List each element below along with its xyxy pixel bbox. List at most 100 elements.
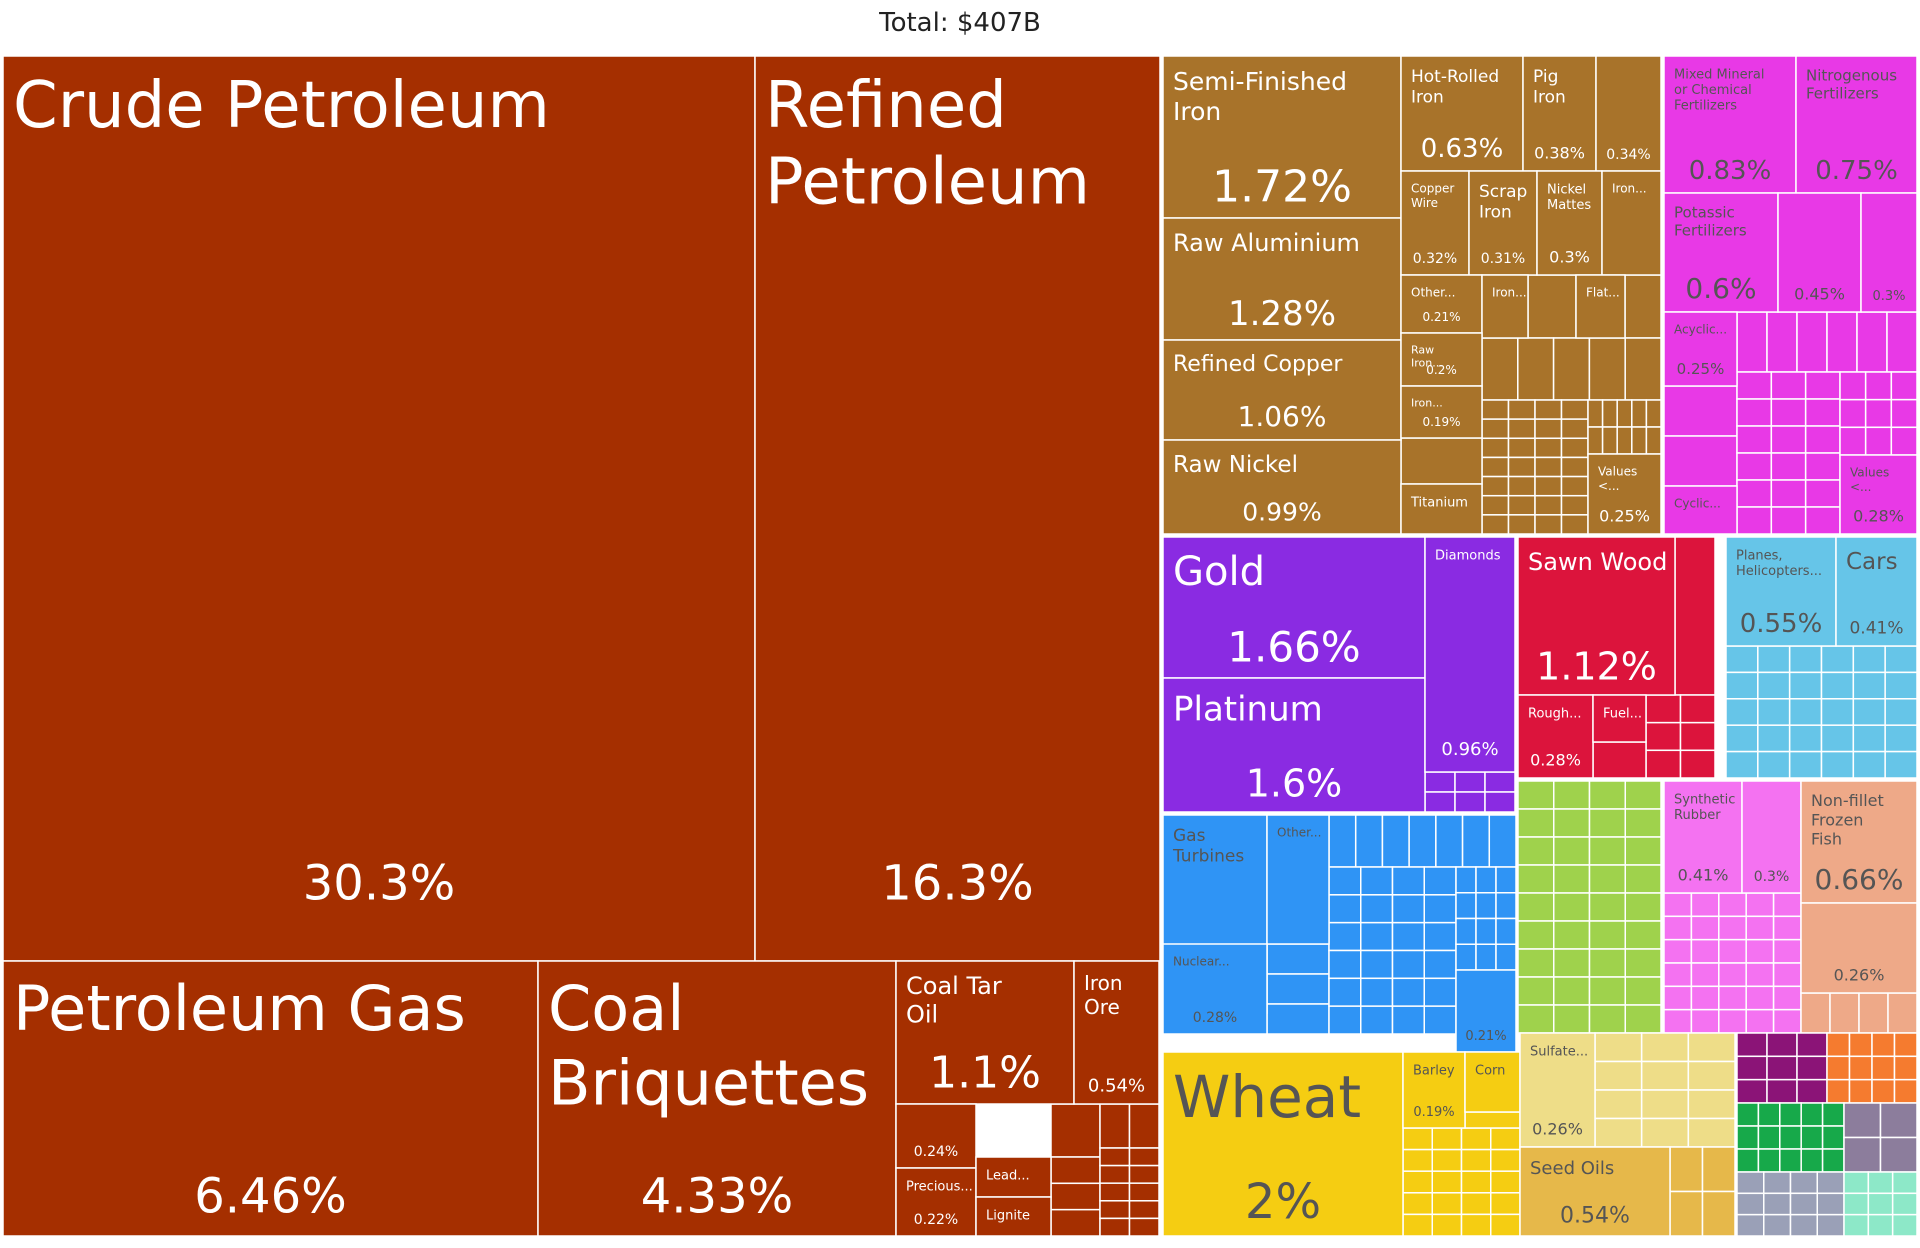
treemap-tile [1725,536,1837,647]
tile-value: 1.1% [929,1047,1041,1098]
tile-label: Lignite [986,1208,1030,1223]
treemap-tile [1718,938,1747,964]
treemap-tile [1690,962,1720,988]
treemap-tile [1884,724,1918,753]
treemap-tile [1745,1008,1775,1034]
treemap-tile [1757,671,1791,700]
treemap-tile [1517,920,1555,950]
tile-value: 2% [1245,1174,1321,1230]
tile-label: Hot-Rolled Iron [1411,67,1499,107]
treemap-tile [1517,337,1555,401]
treemap-tile [1553,948,1591,978]
tile-value: 1.66% [1227,623,1360,672]
treemap-tile [1687,1060,1736,1091]
tile-value: 0.54% [1088,1075,1145,1096]
treemap-tile [1788,724,1823,753]
treemap-tile [1455,866,1477,894]
tile-value: 0.2% [1426,363,1457,377]
treemap-tile [1852,671,1886,700]
treemap-tile [1848,1055,1873,1081]
treemap-tile [1779,1102,1802,1127]
treemap-tile [1588,976,1626,1006]
treemap-tile [1534,514,1563,535]
tile-value: 0.21% [1422,310,1460,324]
tile-value: 0.96% [1441,739,1498,760]
treemap-tile [1464,1051,1521,1113]
treemap-tile [1816,1213,1845,1237]
treemap-tile [1770,479,1807,508]
tile-value: 0.28% [1853,507,1904,526]
tile-label: Seed Oils [1530,1158,1614,1179]
tile-value: 0.99% [1242,497,1321,526]
treemap-tile [1328,949,1362,980]
treemap-tile [1757,645,1791,674]
treemap-tile [1507,399,1536,420]
treemap-tile [1843,1213,1870,1237]
treemap-tile [1843,1136,1882,1173]
treemap-tile [1484,771,1516,793]
tile-value: 0.28% [1193,1010,1237,1026]
treemap-tile [1391,921,1425,952]
treemap-tile [1481,475,1510,497]
treemap-tile [895,1167,977,1237]
treemap-tile [1553,920,1591,950]
treemap-tile [1560,475,1589,497]
treemap-tile [1588,836,1626,866]
treemap-tile [1821,1148,1845,1173]
treemap-tile [1745,892,1775,918]
treemap-tile [1690,915,1720,941]
treemap-tile [1587,453,1662,535]
treemap-tile [2,55,756,962]
tile-label: Rough... [1528,706,1582,721]
treemap-tile [1481,456,1510,478]
treemap-tile [1475,943,1497,971]
treemap-tile [1772,1008,1802,1034]
treemap-tile [1495,943,1517,971]
treemap-tile [754,55,1161,962]
treemap-tile [1517,536,1676,696]
treemap-tile [1852,645,1886,674]
treemap-tile [1527,274,1577,339]
treemap-tile [1391,977,1425,1007]
tile-label: Values <... [1598,464,1637,492]
treemap-tile [1553,836,1591,866]
treemap-tile [1663,385,1738,437]
treemap-tile [1679,749,1716,779]
treemap-tile [1757,750,1791,779]
treemap-tile [1588,780,1626,810]
tile-label: Petroleum Gas [13,972,466,1045]
treemap-tile [1821,1125,1845,1150]
treemap-tile [1475,917,1497,945]
treemap-tile [1360,866,1394,896]
tile-label: Sulfate... [1530,1044,1588,1059]
tile-label: Pig Iron [1533,67,1566,107]
treemap-tile [1128,1182,1160,1202]
treemap-tile [1162,1051,1404,1237]
treemap-tile [1736,1055,1768,1081]
treemap-tile [1490,1213,1521,1237]
tile-value: 1.06% [1238,400,1327,433]
treemap-tile [1460,1127,1492,1151]
treemap-tile [1736,452,1773,481]
treemap-tile [1328,814,1357,868]
treemap-tile [1381,814,1410,868]
treemap-tile [1601,426,1618,455]
tile-label: Non-fillet Frozen Fish [1811,791,1884,848]
treemap-tile [1400,437,1483,485]
treemap-tile [1839,371,1867,401]
treemap-tile [1867,1192,1894,1216]
treemap-tile [1772,915,1802,941]
treemap-tile [1891,1171,1918,1195]
treemap-tile [537,960,897,1237]
tile-label: Barley [1413,1063,1455,1078]
treemap-tile [1701,1146,1736,1193]
tile-label: Potassic Fertilizers [1674,203,1747,239]
treemap-tile [1587,399,1604,428]
tile-label: Iron Ore [1084,971,1123,1019]
treemap-tile [1481,494,1510,516]
treemap-tile [1424,791,1456,813]
treemap-tile [975,1196,1052,1237]
tile-value: 1.28% [1228,294,1336,334]
treemap-tile [1779,1125,1802,1150]
treemap-tile [1400,385,1483,439]
